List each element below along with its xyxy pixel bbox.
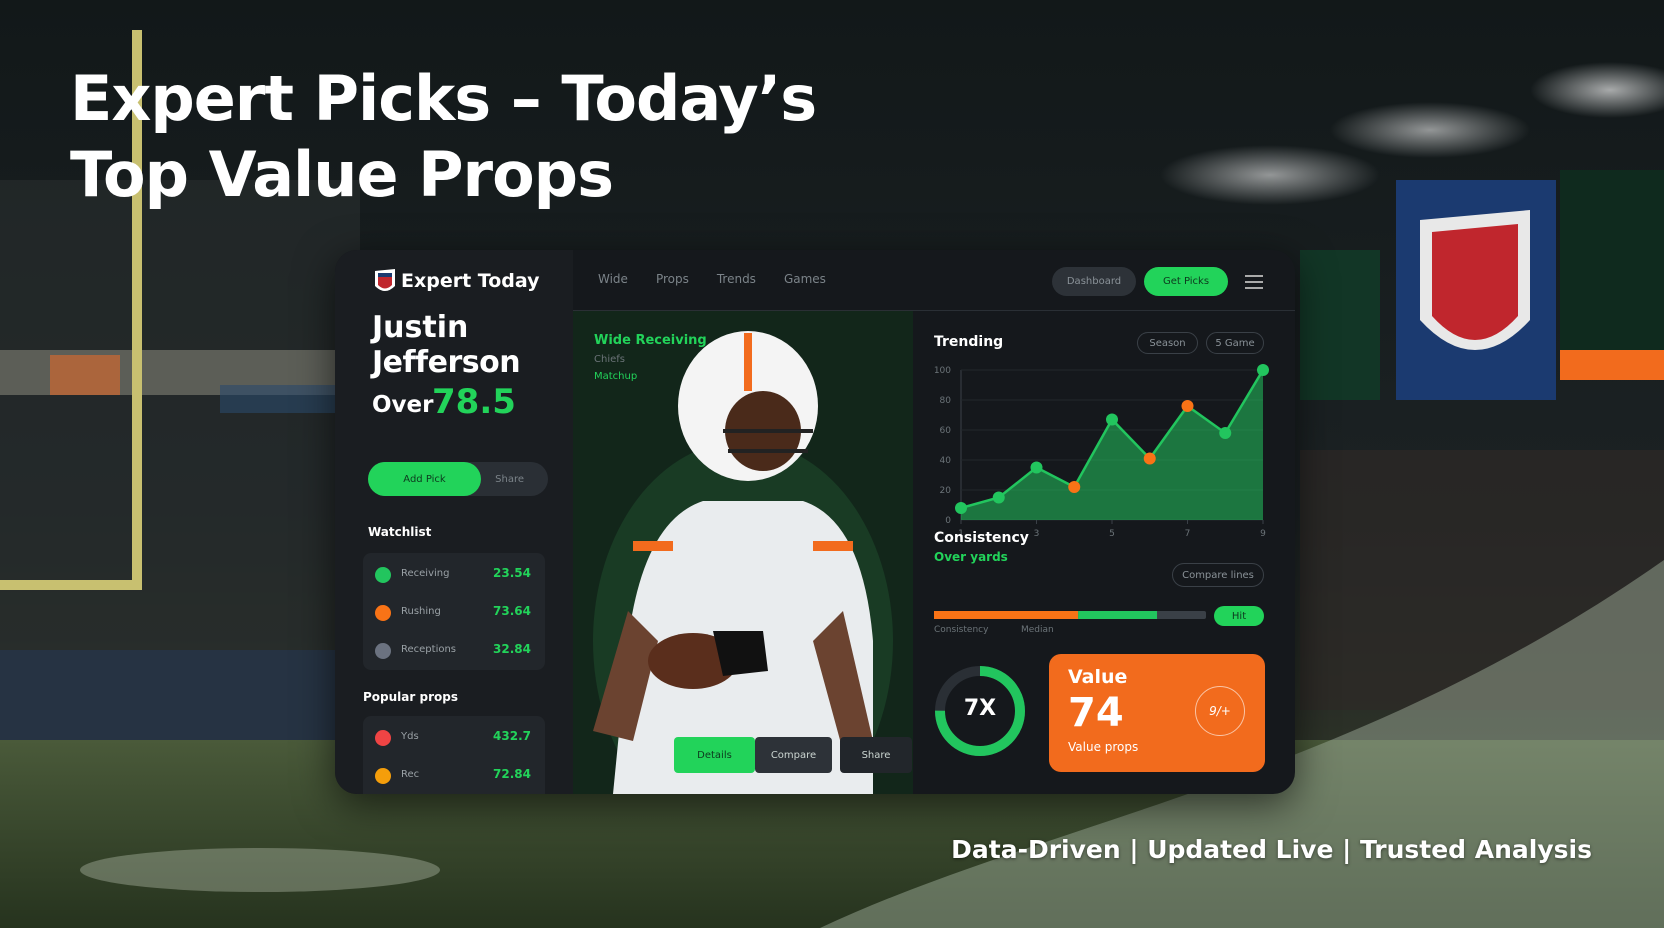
dashboard: Expert Today Wide Props Trends Games Dashbo… [335, 250, 1295, 794]
progress-label: Consistency [934, 625, 989, 635]
button[interactable]: Share [840, 737, 912, 773]
list-value: 73.64 [493, 604, 531, 618]
y-tick-label: 20 [940, 486, 952, 496]
ring-value [935, 666, 1025, 756]
divider [573, 310, 1295, 311]
list-value: 432.7 [493, 729, 531, 743]
nav: Wide Props Trends Games [598, 272, 826, 286]
card-subtitle: Chiefs [594, 354, 625, 365]
button[interactable]: Dashboard [1052, 267, 1136, 296]
line-label: Over [372, 392, 434, 418]
list-icon [375, 643, 391, 659]
player-name: Justin [372, 310, 469, 345]
trend-chart: 0 20 40 60 80 100 1 3 5 7 9 [934, 364, 1269, 539]
sidebar [335, 250, 573, 794]
progress-label: Median [1021, 625, 1054, 635]
player-name: Jefferson [372, 345, 521, 380]
value-card: Value 74 Value props 9/+ [1049, 654, 1265, 772]
area [961, 370, 1263, 520]
y-tick-label: 80 [940, 396, 952, 406]
value-title: Value [1068, 666, 1128, 688]
y-tick-label: 60 [940, 426, 952, 436]
list-name: Rushing [401, 606, 441, 617]
x-tick-label: 7 [1185, 529, 1191, 539]
point [1106, 413, 1118, 426]
line-value: 78.5 [432, 382, 516, 422]
y-tick-label: 100 [934, 366, 951, 376]
list-name: Yds [401, 731, 419, 742]
headline: Expert Picks – Today’s [70, 62, 817, 135]
progress-segment [934, 611, 1079, 619]
nav-item[interactable]: Wide [598, 272, 628, 286]
button[interactable]: Compare [755, 737, 832, 773]
list-value: 72.84 [493, 767, 531, 781]
logo [375, 269, 395, 291]
value-badge: 9/+ [1195, 686, 1245, 736]
tagline: Data-Driven | Updated Live | Trusted Ana… [951, 835, 1592, 864]
badge: Hit [1214, 606, 1264, 626]
button[interactable]: Details [674, 737, 755, 773]
nav-item[interactable]: Trends [716, 272, 756, 286]
progress-bar [934, 611, 1206, 619]
section-title: Popular props [363, 690, 458, 704]
brand: Expert Today [401, 270, 540, 292]
button[interactable]: Get Picks [1144, 267, 1228, 296]
section-title: Consistency [934, 530, 1029, 546]
point [1143, 452, 1156, 465]
button[interactable]: Compare lines [1172, 563, 1264, 587]
x-tick-label: 1 [958, 529, 964, 539]
point [1219, 427, 1232, 439]
y-tick-label: 0 [945, 516, 951, 526]
card-tag: Matchup [594, 371, 638, 382]
x-tick-label: 5 [1109, 529, 1115, 539]
nav-item[interactable]: Props [655, 272, 689, 286]
list-name: Receiving [401, 568, 450, 579]
y-tick-label: 40 [940, 456, 952, 466]
list-value: 32.84 [493, 642, 531, 656]
list-name: Receptions [401, 644, 457, 655]
x-tick-label: 9 [1260, 529, 1266, 539]
headline: Top Value Props [70, 138, 614, 211]
list-icon [375, 768, 391, 784]
value-caption: Value props [1068, 740, 1139, 754]
list-name: Rec [401, 769, 420, 780]
menu[interactable] [1245, 274, 1263, 290]
point [992, 491, 1005, 504]
list-icon [375, 730, 391, 746]
section-subtitle: Over yards [934, 550, 1008, 564]
point [1030, 461, 1043, 474]
props-list: Yds 432.7 Rec 72.84 [363, 716, 545, 794]
ring-label: 7X [963, 696, 997, 721]
point [1068, 481, 1081, 493]
point [955, 502, 967, 514]
chart-title: Trending [934, 334, 1004, 350]
list-icon [375, 605, 391, 621]
progress-segment [1078, 611, 1158, 619]
player-image [573, 311, 913, 794]
watchlist: Receiving 23.54 Rushing 73.64 Receptions 32.8… [363, 553, 545, 670]
list-icon [375, 567, 391, 583]
button[interactable]: Add Pick [368, 462, 481, 496]
filter[interactable]: 5 Game [1206, 332, 1264, 354]
nav-item[interactable]: Games [783, 272, 826, 286]
ring [935, 666, 1025, 756]
card-title: Wide Receiving [594, 333, 707, 348]
section-title: Watchlist [368, 525, 432, 539]
filter[interactable]: Season [1137, 332, 1198, 354]
value-score: 74 [1068, 690, 1124, 736]
point [1181, 400, 1194, 412]
point [1257, 364, 1269, 376]
x-tick-label: 3 [1034, 529, 1040, 539]
list-value: 23.54 [493, 566, 531, 580]
